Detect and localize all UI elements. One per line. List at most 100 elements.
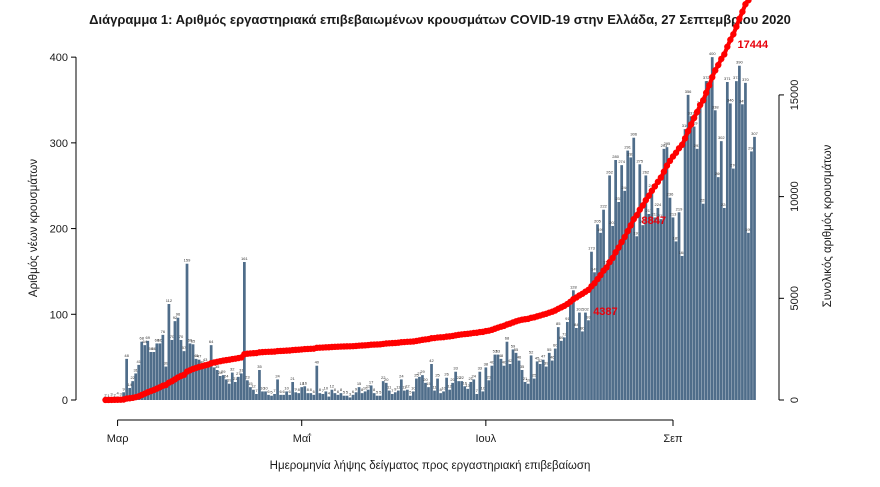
bar-label-122: 24 xyxy=(472,373,477,378)
bar-label-85: 8 xyxy=(361,387,364,392)
bar-label-130: 53 xyxy=(496,349,501,354)
bar-label-157: 102 xyxy=(576,307,583,312)
bar-131 xyxy=(499,358,503,400)
x-tick-label-3: Σεπ xyxy=(663,433,683,445)
bar-183 xyxy=(656,208,660,400)
bar-label-0: 2 xyxy=(104,392,107,397)
bar-label-186: 295 xyxy=(664,141,671,146)
bar-76 xyxy=(333,393,337,400)
bar-label-56: 7 xyxy=(273,388,276,393)
bar-175 xyxy=(632,137,636,400)
bar-110 xyxy=(436,378,439,400)
bar-label-214: 290 xyxy=(748,145,755,150)
bar-106 xyxy=(424,382,427,400)
bar-label-46: 161 xyxy=(241,256,248,261)
cumulative-point-203 xyxy=(715,61,722,69)
bar-label-77: 6 xyxy=(337,389,340,394)
cumulative-point-174 xyxy=(627,222,634,229)
bar-label-168: 203 xyxy=(609,220,616,225)
x-tick-label-0: Μαρ xyxy=(107,433,129,445)
cumulative-point-209 xyxy=(733,23,740,30)
bar-label-55: 5 xyxy=(270,390,273,395)
cumulative-point-197 xyxy=(696,101,704,109)
cumulative-point-178 xyxy=(639,202,647,209)
cumulative-point-202 xyxy=(712,67,719,74)
bar-98 xyxy=(399,379,403,400)
bar-label-32: 40 xyxy=(200,360,205,365)
bar-160 xyxy=(587,320,590,400)
bar-153 xyxy=(565,322,569,400)
bar-65 xyxy=(300,387,304,400)
bar-label-123: 7 xyxy=(476,388,479,393)
bar-label-103: 25 xyxy=(414,373,419,378)
bar-16 xyxy=(152,352,156,400)
bar-167 xyxy=(608,175,611,400)
bar-label-69: 6 xyxy=(313,389,316,394)
bar-label-84: 15 xyxy=(357,381,362,386)
bar-23 xyxy=(173,321,177,400)
bar-207 xyxy=(728,103,732,400)
bar-196 xyxy=(695,148,699,400)
bar-label-93: 20 xyxy=(384,377,389,382)
bar-161 xyxy=(590,251,593,400)
bar-label-176: 191 xyxy=(633,230,640,235)
bar-label-47: 23 xyxy=(245,374,250,379)
bar-169 xyxy=(614,160,617,400)
bar-label-33: 43 xyxy=(203,357,208,362)
bar-label-31: 47 xyxy=(197,354,202,359)
bar-label-117: 22 xyxy=(456,375,461,380)
bar-label-170: 231 xyxy=(615,196,622,201)
bar-46 xyxy=(243,262,246,400)
bar-label-145: 47 xyxy=(541,354,546,359)
bar-label-60: 10 xyxy=(284,385,289,390)
bar-label-126: 38 xyxy=(484,361,489,366)
bar-126 xyxy=(484,367,488,400)
bar-label-115: 20 xyxy=(450,377,455,382)
bar-label-204: 302 xyxy=(718,135,725,140)
bar-label-184: 211 xyxy=(658,213,665,218)
cumulative-point-180 xyxy=(645,192,653,199)
cumulative-point-185 xyxy=(660,168,668,175)
bar-label-80: 5 xyxy=(346,390,349,395)
y-right-tick-label-3: 15000 xyxy=(789,80,801,111)
bar-127 xyxy=(487,380,491,400)
bar-121 xyxy=(469,382,473,400)
bar-label-86: 10 xyxy=(363,385,368,390)
bar-185 xyxy=(662,148,666,400)
bar-label-4: 4 xyxy=(116,391,119,396)
cumulative-point-205 xyxy=(721,51,728,58)
bar-184 xyxy=(659,219,663,400)
bar-label-88: 17 xyxy=(369,379,374,384)
bar-174 xyxy=(629,157,633,400)
bar-99 xyxy=(402,390,406,400)
bar-label-35: 64 xyxy=(209,339,214,344)
bar-label-141: 52 xyxy=(529,349,534,354)
bar-61 xyxy=(288,394,291,400)
bar-8 xyxy=(128,388,132,400)
bar-label-139: 21 xyxy=(523,376,528,381)
bar-144 xyxy=(538,364,542,400)
bar-84 xyxy=(357,387,361,400)
bar-label-162: 149 xyxy=(591,266,598,271)
bar-67 xyxy=(306,393,310,400)
bar-120 xyxy=(466,388,470,400)
bar-label-134: 42 xyxy=(508,358,513,363)
bar-label-135: 59 xyxy=(511,343,516,348)
bar-102 xyxy=(412,391,415,400)
bar-label-99: 11 xyxy=(402,385,407,390)
bar-label-92: 22 xyxy=(381,375,386,380)
bar-label-23: 92 xyxy=(173,315,178,320)
bar-34 xyxy=(206,367,210,400)
bar-label-45: 31 xyxy=(239,367,244,372)
bar-112 xyxy=(442,391,445,400)
bar-94 xyxy=(387,390,391,400)
bar-179 xyxy=(644,175,648,400)
bar-145 xyxy=(541,359,545,400)
bar-label-8: 14 xyxy=(127,382,132,387)
bar-label-41: 19 xyxy=(227,378,232,383)
bar-168 xyxy=(611,226,614,400)
bar-label-9: 22 xyxy=(130,375,135,380)
bar-134 xyxy=(508,364,512,400)
bar-label-37: 35 xyxy=(215,364,220,369)
bar-label-3: 2 xyxy=(113,392,116,397)
